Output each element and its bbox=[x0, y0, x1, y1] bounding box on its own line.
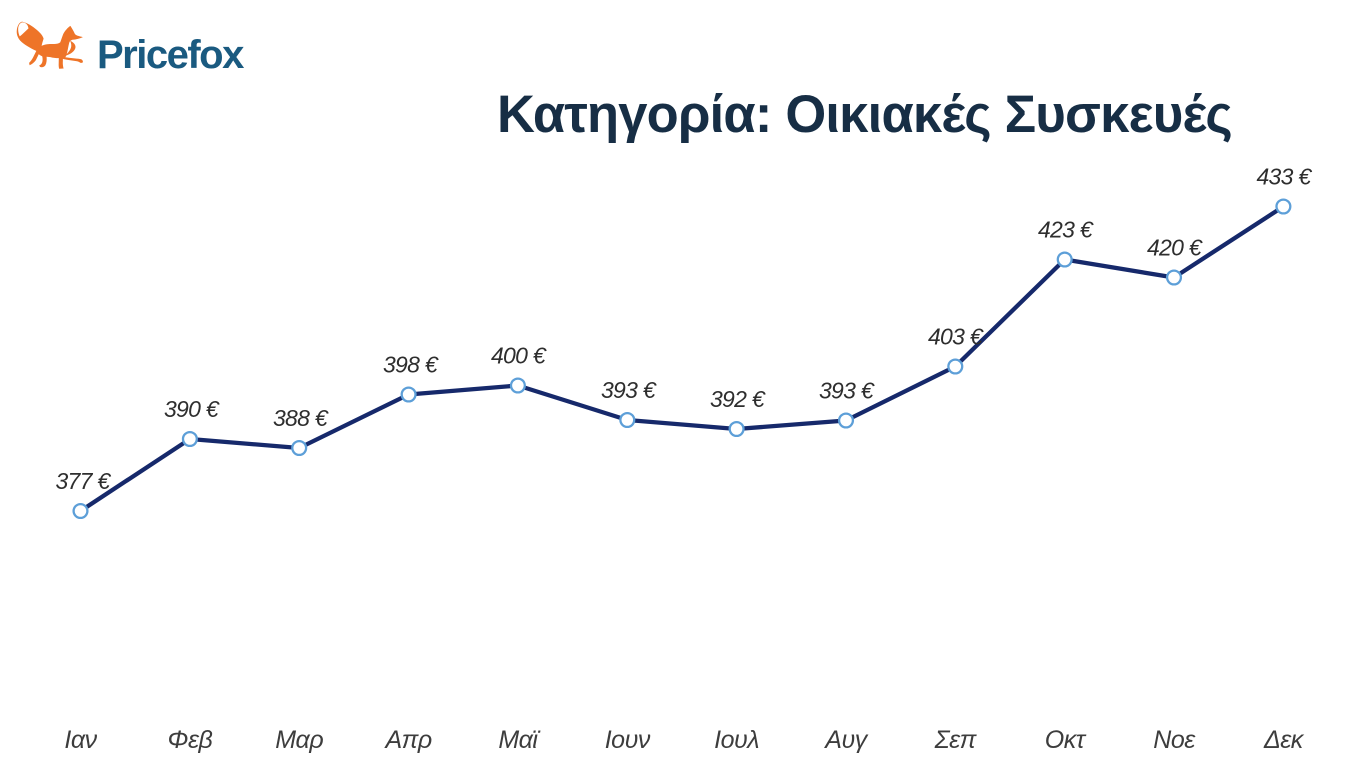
svg-text:Νοε: Νοε bbox=[1153, 726, 1196, 754]
svg-text:Οκτ: Οκτ bbox=[1045, 726, 1087, 754]
svg-text:390 €: 390 € bbox=[164, 396, 220, 422]
svg-text:403 €: 403 € bbox=[928, 324, 984, 350]
svg-text:377 €: 377 € bbox=[55, 468, 111, 494]
svg-text:400 €: 400 € bbox=[491, 343, 547, 369]
svg-text:420 €: 420 € bbox=[1147, 235, 1203, 261]
svg-text:Μαρ: Μαρ bbox=[275, 726, 323, 754]
svg-text:Ιουλ: Ιουλ bbox=[714, 726, 759, 754]
svg-text:433 €: 433 € bbox=[1256, 164, 1312, 190]
svg-text:Ιαν: Ιαν bbox=[64, 726, 97, 754]
svg-text:Ιουν: Ιουν bbox=[605, 726, 651, 754]
svg-text:Απρ: Απρ bbox=[383, 726, 431, 754]
svg-text:388 €: 388 € bbox=[273, 405, 329, 431]
svg-text:Αυγ: Αυγ bbox=[823, 726, 868, 754]
svg-text:398 €: 398 € bbox=[383, 352, 439, 378]
svg-text:Φεβ: Φεβ bbox=[168, 726, 213, 754]
svg-text:Σεπ: Σεπ bbox=[934, 726, 978, 754]
svg-text:Δεκ: Δεκ bbox=[1263, 726, 1305, 754]
svg-text:393 €: 393 € bbox=[819, 378, 875, 404]
svg-text:423 €: 423 € bbox=[1038, 217, 1094, 243]
svg-text:393 €: 393 € bbox=[601, 377, 657, 403]
svg-text:Μαϊ: Μαϊ bbox=[498, 726, 541, 754]
svg-text:392 €: 392 € bbox=[710, 386, 766, 412]
